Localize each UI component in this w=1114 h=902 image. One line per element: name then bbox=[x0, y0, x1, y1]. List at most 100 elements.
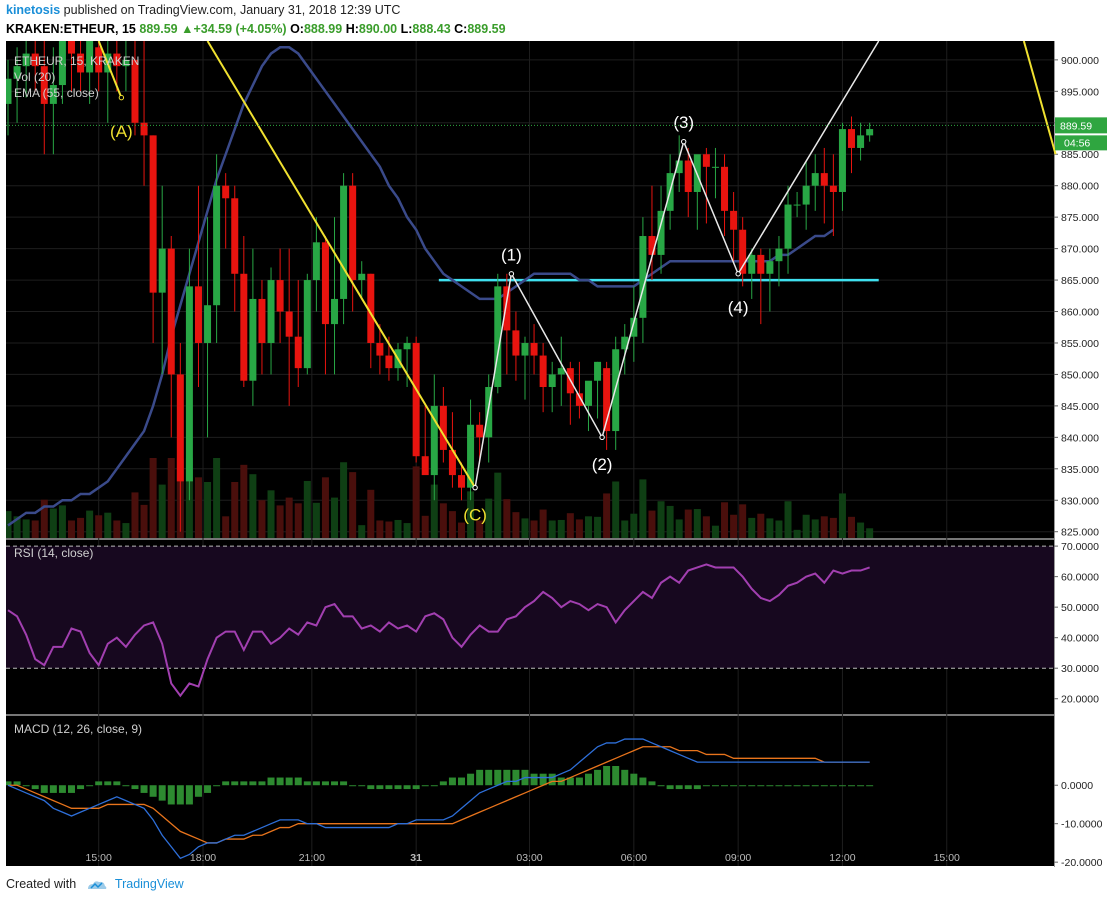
volume-bar bbox=[521, 518, 529, 538]
macd-histogram-bar bbox=[693, 785, 701, 790]
low-label: L: bbox=[400, 22, 413, 36]
volume-bar bbox=[58, 505, 66, 538]
volume-bar bbox=[22, 519, 30, 538]
macd-histogram-bar bbox=[539, 773, 547, 786]
volume-bar bbox=[86, 510, 94, 538]
price-tick-label: 865.000 bbox=[1061, 275, 1099, 287]
volume-bar bbox=[67, 520, 75, 538]
candle-body bbox=[630, 317, 638, 337]
macd-histogram-bar bbox=[666, 785, 674, 790]
macd-histogram-bar bbox=[639, 777, 647, 786]
candle-body bbox=[476, 424, 484, 438]
candle-body bbox=[675, 160, 683, 174]
up-arrow-icon: ▲ bbox=[181, 22, 194, 36]
volume-bar bbox=[838, 493, 846, 538]
author-name[interactable]: kinetosis bbox=[6, 3, 61, 17]
rsi-tick-label: 60.0000 bbox=[1061, 572, 1099, 584]
rsi-band-fill bbox=[6, 546, 1054, 669]
candle-body bbox=[548, 374, 556, 388]
yellow-trend-line bbox=[97, 41, 123, 98]
macd-pane-title: MACD (12, 26, close, 9) bbox=[14, 722, 142, 736]
candle-body bbox=[439, 405, 447, 450]
macd-histogram-bar bbox=[394, 785, 402, 790]
candle-body bbox=[403, 342, 411, 350]
macd-histogram-bar bbox=[757, 785, 765, 787]
macd-histogram-bar bbox=[58, 785, 66, 793]
volume-bar bbox=[648, 510, 656, 538]
macd-histogram-bar bbox=[185, 785, 193, 805]
candle-body bbox=[757, 254, 765, 274]
volume-bar bbox=[258, 500, 266, 538]
volume-bar bbox=[403, 523, 411, 538]
macd-histogram-bar bbox=[485, 769, 493, 786]
candle-body bbox=[222, 185, 230, 199]
macd-histogram-bar bbox=[158, 785, 166, 801]
macd-histogram-bar bbox=[67, 785, 75, 793]
macd-histogram-bar bbox=[702, 785, 710, 787]
volume-bar bbox=[702, 516, 710, 538]
volume-bar bbox=[530, 520, 538, 538]
tradingview-cloud-icon bbox=[87, 881, 107, 889]
volume-bar bbox=[575, 519, 583, 538]
macd-histogram-bar bbox=[494, 769, 502, 786]
candle-body bbox=[376, 342, 384, 356]
volume-bar bbox=[820, 516, 828, 538]
candle-body bbox=[657, 210, 665, 255]
volume-bar bbox=[158, 484, 166, 538]
candle-body bbox=[512, 330, 520, 356]
volume-bar bbox=[693, 509, 701, 538]
candle-body bbox=[702, 154, 710, 167]
candle-body bbox=[557, 368, 565, 375]
macd-histogram-bar bbox=[77, 785, 85, 790]
rsi-pane-title: RSI (14, close) bbox=[14, 546, 93, 560]
high-label: H: bbox=[345, 22, 359, 36]
macd-histogram-bar bbox=[612, 766, 620, 786]
footer: Created with TradingView bbox=[6, 877, 184, 891]
macd-histogram-bar bbox=[104, 781, 112, 786]
macd-histogram-bar bbox=[530, 773, 538, 786]
rsi-tick-label: 70.0000 bbox=[1061, 541, 1099, 553]
volume-bar bbox=[675, 519, 683, 538]
low-value: 888.43 bbox=[412, 22, 451, 36]
volume-bar bbox=[612, 481, 620, 538]
macd-histogram-bar bbox=[630, 773, 638, 786]
wave-label: (3) bbox=[673, 113, 694, 132]
candle-body bbox=[829, 185, 837, 192]
candle-body bbox=[303, 280, 311, 369]
candle-body bbox=[793, 204, 801, 206]
axis-divider bbox=[1054, 41, 1055, 867]
macd-tick-label: 0.0000 bbox=[1061, 780, 1093, 792]
macd-histogram-bar bbox=[95, 781, 103, 786]
volume-bar bbox=[49, 508, 57, 538]
wave-label: (4) bbox=[728, 298, 749, 317]
tradingview-brand[interactable]: TradingView bbox=[114, 877, 184, 891]
volume-bar bbox=[40, 499, 48, 538]
price-tag-text: 889.59 bbox=[1060, 120, 1092, 132]
macd-histogram-bar bbox=[149, 785, 157, 797]
rsi-line bbox=[7, 563, 870, 698]
volume-bar bbox=[802, 514, 810, 538]
macd-histogram-bar bbox=[784, 785, 792, 787]
candle-body bbox=[321, 242, 329, 325]
volume-bar bbox=[113, 520, 121, 538]
x-tick-label: 18:00 bbox=[190, 852, 216, 864]
candle-body bbox=[340, 185, 348, 299]
macd-histogram-bar bbox=[820, 785, 828, 787]
chart-area[interactable]: 825.000 830.000 835.000 840.000 845.000 850.0… bbox=[6, 41, 1108, 867]
volume-bar bbox=[213, 458, 221, 538]
volume-bar bbox=[249, 474, 257, 538]
candle-body bbox=[811, 173, 819, 186]
macd-histogram-bar bbox=[204, 785, 212, 793]
volume-bar bbox=[639, 479, 647, 538]
candle-body bbox=[594, 361, 602, 381]
candle-body bbox=[621, 336, 629, 350]
candle-body bbox=[158, 248, 166, 293]
macd-histogram-bar bbox=[458, 777, 465, 786]
candle-body bbox=[412, 342, 420, 457]
candle-body bbox=[820, 173, 828, 186]
volume-bar bbox=[131, 492, 139, 538]
volume-bar bbox=[321, 477, 329, 538]
macd-histogram-bar bbox=[584, 773, 592, 786]
volume-bar bbox=[829, 517, 837, 538]
candle-body bbox=[848, 129, 856, 148]
